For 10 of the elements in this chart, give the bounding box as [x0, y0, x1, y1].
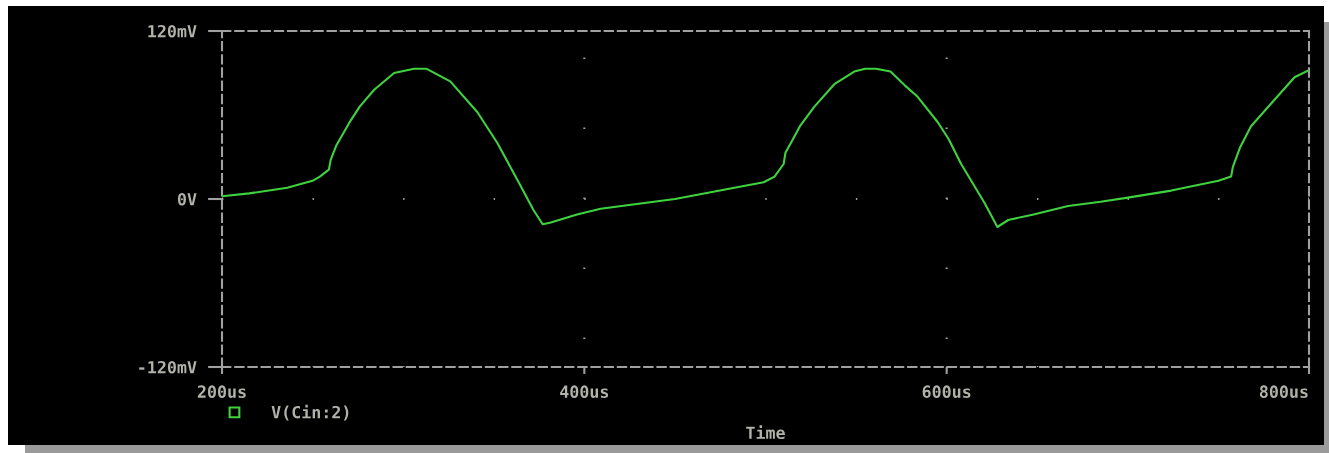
y-tick-label: -120mV: [139, 360, 197, 374]
legend-label: V(Cin:2): [271, 404, 349, 421]
x-axis-title: Time: [746, 425, 785, 440]
x-tick-label: 800us: [1259, 385, 1308, 398]
x-tick-label: 200us: [197, 385, 246, 398]
line-series: [222, 67, 1309, 229]
y-tick-label: 0V: [177, 192, 197, 206]
y-tick-label: 120mV: [148, 24, 197, 38]
x-tick-label: 400us: [560, 385, 609, 398]
x-tick-label: 600us: [922, 385, 971, 398]
